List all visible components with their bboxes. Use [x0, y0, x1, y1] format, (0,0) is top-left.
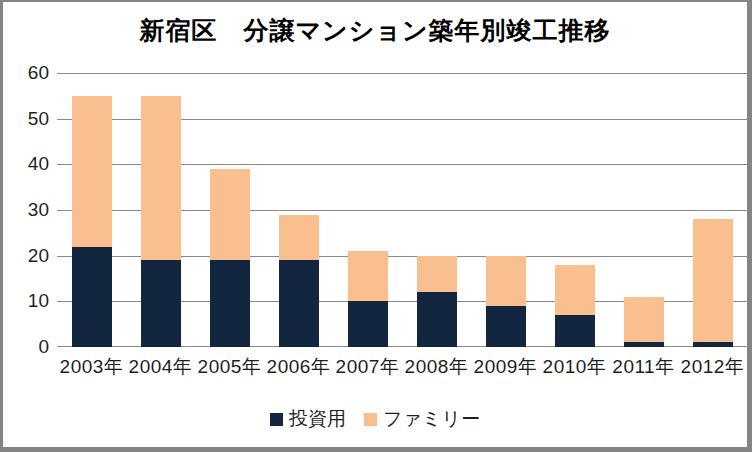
- bars: [57, 73, 747, 347]
- x-axis-tick-label: 2003年: [57, 354, 126, 380]
- bar-segment-investment: [555, 315, 595, 347]
- bar-stack: [417, 73, 457, 347]
- x-axis-tick-label: 2009年: [471, 354, 540, 380]
- y-axis-tick-label: 50: [28, 107, 49, 129]
- bar-segment-family: [555, 265, 595, 315]
- bar-segment-family: [693, 219, 733, 342]
- bar-slot: [609, 73, 678, 347]
- plot-area: [57, 73, 747, 347]
- bar-segment-investment: [279, 260, 319, 347]
- bar-segment-investment: [693, 342, 733, 347]
- bar-segment-family: [417, 256, 457, 293]
- x-axis-tick-label: 2011年: [609, 354, 678, 380]
- bar-stack: [72, 73, 112, 347]
- chart-image: 新宿区 分譲マンション築年別竣工推移 6050403020100 2003年20…: [0, 0, 752, 452]
- x-axis-tick-label: 2010年: [540, 354, 609, 380]
- bar-stack: [555, 73, 595, 347]
- bar-slot: [402, 73, 471, 347]
- y-axis-tick-label: 0: [38, 336, 49, 358]
- y-axis-tick-label: 30: [28, 199, 49, 221]
- bar-segment-investment: [417, 292, 457, 347]
- bar-segment-family: [279, 215, 319, 261]
- bar-segment-family: [486, 256, 526, 306]
- bar-stack: [210, 73, 250, 347]
- x-axis-tick-label: 2004年: [126, 354, 195, 380]
- legend-swatch-family: [364, 413, 377, 426]
- legend-swatch-investment: [270, 413, 283, 426]
- legend-label: ファミリー: [383, 406, 480, 432]
- legend-item-investment: 投資用: [270, 406, 346, 432]
- bar-stack: [279, 73, 319, 347]
- bar-slot: [57, 73, 126, 347]
- bar-segment-family: [624, 297, 664, 343]
- y-axis-tick-label: 60: [28, 62, 49, 84]
- bar-segment-investment: [210, 260, 250, 347]
- bar-slot: [540, 73, 609, 347]
- legend: 投資用 ファミリー: [3, 406, 747, 432]
- bar-slot: [126, 73, 195, 347]
- y-axis-labels: 6050403020100: [3, 73, 49, 347]
- bar-segment-family: [210, 169, 250, 260]
- x-axis-tick-label: 2012年: [678, 354, 747, 380]
- x-axis-tick-label: 2005年: [195, 354, 264, 380]
- bar-slot: [264, 73, 333, 347]
- chart-title: 新宿区 分譲マンション築年別竣工推移: [3, 14, 747, 47]
- bar-slot: [471, 73, 540, 347]
- bar-stack: [693, 73, 733, 347]
- legend-item-family: ファミリー: [364, 406, 480, 432]
- bar-slot: [333, 73, 402, 347]
- bar-stack: [486, 73, 526, 347]
- x-axis-tick-label: 2008年: [402, 354, 471, 380]
- bar-segment-investment: [141, 260, 181, 347]
- bar-segment-investment: [72, 247, 112, 347]
- bar-segment-investment: [486, 306, 526, 347]
- bar-segment-family: [141, 96, 181, 260]
- bar-stack: [348, 73, 388, 347]
- x-axis-tick-label: 2007年: [333, 354, 402, 380]
- x-axis-labels: 2003年2004年2005年2006年2007年2008年2009年2010年…: [57, 354, 747, 380]
- bar-stack: [624, 73, 664, 347]
- legend-label: 投資用: [289, 406, 346, 432]
- x-axis-tick-label: 2006年: [264, 354, 333, 380]
- y-axis-tick-label: 40: [28, 153, 49, 175]
- bar-segment-investment: [624, 342, 664, 347]
- y-axis-tick-label: 20: [28, 244, 49, 266]
- bar-stack: [141, 73, 181, 347]
- bar-segment-family: [72, 96, 112, 247]
- bar-segment-family: [348, 251, 388, 301]
- bar-slot: [678, 73, 747, 347]
- bar-slot: [195, 73, 264, 347]
- y-axis-tick-label: 10: [28, 290, 49, 312]
- bar-segment-investment: [348, 301, 388, 347]
